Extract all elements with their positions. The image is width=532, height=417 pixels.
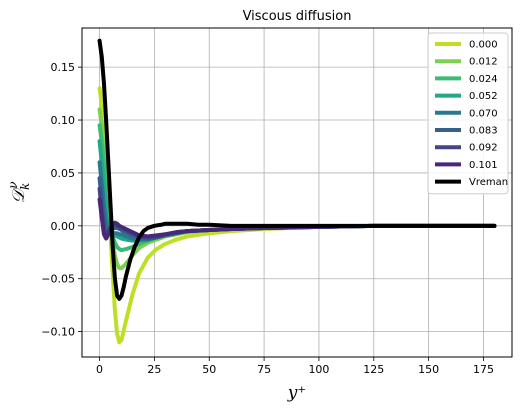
x-tick-label: 0 [96,363,103,376]
legend-label: 0.052 [469,91,498,102]
legend-label: 0.101 [469,160,498,171]
series-line-0.092 [97,186,497,240]
x-tick-label: 175 [473,363,494,376]
legend: 0.000 0.012 0.024 0.052 0.070 0.083 0.092 0.101… [427,32,509,195]
y-tick-label: 0.15 [51,61,76,74]
chart-title: Viscous diffusion [243,9,352,24]
y-tick-label: 0.05 [51,167,76,180]
axis-ticks: 0 25 50 75 100 125 150 175 −0.10 −0.05 0.00 0.05 0.1… [41,61,494,376]
axes-frame [81,27,513,358]
legend-label: 0.000 [469,40,498,51]
series-lines [97,38,497,345]
x-axis-label: y⁺ [287,383,307,403]
y-tick-label: −0.05 [41,273,75,286]
y-label-superscript: ν [6,181,20,188]
legend-box [427,32,509,195]
y-label-subscript: k [18,183,32,190]
legend-label: 0.024 [469,74,498,85]
x-tick-label: 25 [147,363,161,376]
x-tick-label: 100 [308,363,329,376]
y-tick-label: −0.10 [41,326,75,339]
y-axis-label-text: 𝒟kν [6,181,32,203]
x-tick-label: 125 [363,363,384,376]
legend-label: 0.092 [469,143,498,154]
series-line-0.101 [97,197,497,241]
legend-label: Vreman [469,177,508,188]
legend-label: 0.012 [469,57,498,68]
legend-label: 0.070 [469,108,498,119]
series-line-Vreman [97,38,497,301]
y-tick-label: 0.00 [51,220,76,233]
x-tick-label: 75 [257,363,271,376]
x-tick-label: 50 [202,363,216,376]
x-tick-label: 150 [418,363,439,376]
legend-label: 0.083 [469,126,498,137]
y-tick-label: 0.10 [51,114,76,127]
y-label-symbol: 𝒟 [9,187,29,204]
y-axis-label: 𝒟kν [6,181,32,203]
